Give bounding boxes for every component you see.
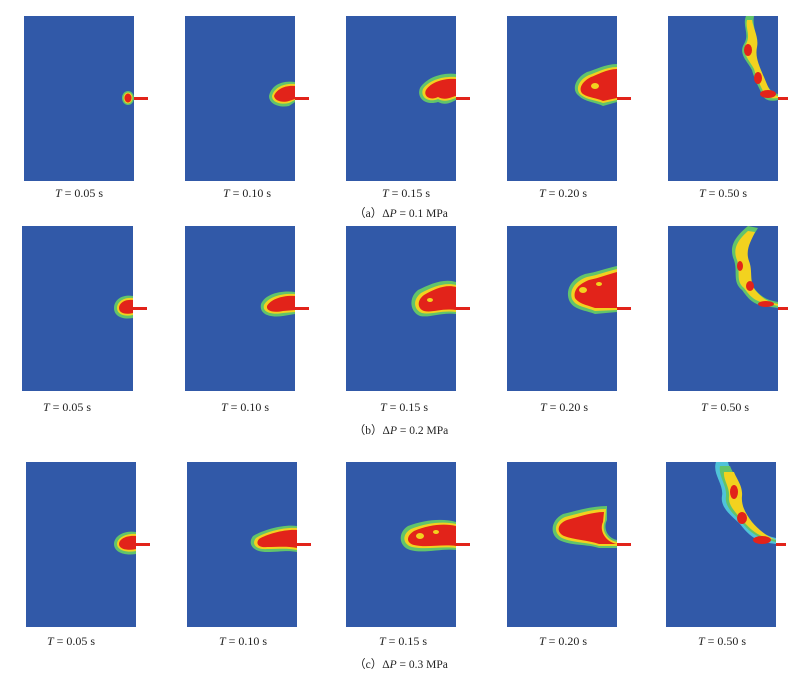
time-label: T = 0.05 s [42, 400, 92, 414]
plume-shape [114, 295, 133, 319]
plume-shape [114, 531, 136, 555]
row-caption: （c）ΔP = 0.3 MPa [354, 659, 448, 671]
panel-a-5 [668, 16, 778, 181]
nozzle-jet [297, 543, 311, 546]
plume-shape [122, 91, 134, 105]
nozzle-jet [617, 97, 631, 100]
plume-shape [731, 226, 778, 308]
panel-a-2 [185, 16, 295, 181]
time-label: T = 0.20 s [538, 186, 588, 200]
plume-shape [742, 16, 778, 101]
plume-shape [411, 280, 456, 317]
nozzle-jet [456, 543, 470, 546]
panel-c-5 [666, 462, 776, 627]
time-label: T = 0.50 s [697, 634, 747, 648]
time-label: T = 0.10 s [222, 186, 272, 200]
time-label: T = 0.20 s [538, 634, 588, 648]
plume-shape [419, 73, 456, 104]
nozzle-jet [134, 97, 148, 100]
panel-b-4 [507, 226, 617, 391]
time-label: T = 0.05 s [54, 186, 104, 200]
time-label: T = 0.15 s [381, 186, 431, 200]
panel-c-2 [187, 462, 297, 627]
panel-b-2 [185, 226, 295, 391]
nozzle-jet [778, 97, 788, 100]
row-caption: （a）ΔP = 0.1 MPa [354, 208, 448, 220]
nozzle-jet [295, 97, 309, 100]
nozzle-jet [776, 543, 786, 546]
nozzle-jet [617, 543, 631, 546]
nozzle-jet [136, 543, 150, 546]
nozzle-jet [133, 307, 147, 310]
plume-shape [250, 525, 297, 552]
panel-c-4 [507, 462, 617, 627]
row-caption: （b）ΔP = 0.2 MPa [353, 425, 449, 437]
time-label: T = 0.10 s [220, 400, 270, 414]
plume-shape [400, 519, 456, 552]
time-label: T = 0.10 s [218, 634, 268, 648]
time-label: T = 0.50 s [698, 186, 748, 200]
time-label: T = 0.15 s [378, 634, 428, 648]
nozzle-jet [456, 307, 470, 310]
panel-c-3 [346, 462, 456, 627]
panel-b-5 [668, 226, 778, 391]
panel-b-3 [346, 226, 456, 391]
panel-a-1 [24, 16, 134, 181]
plume-shape [574, 64, 617, 106]
time-label: T = 0.50 s [700, 400, 750, 414]
nozzle-jet [778, 307, 788, 310]
time-label: T = 0.20 s [539, 400, 589, 414]
plume-shape [260, 291, 295, 317]
time-label: T = 0.15 s [379, 400, 429, 414]
nozzle-jet [617, 307, 631, 310]
panel-a-3 [346, 16, 456, 181]
time-label: T = 0.05 s [46, 634, 96, 648]
plume-shape [715, 462, 776, 544]
plume-shape [552, 506, 617, 548]
panel-a-4 [507, 16, 617, 181]
plume-shape [269, 81, 295, 107]
plume-shape [567, 266, 617, 314]
nozzle-jet [456, 97, 470, 100]
nozzle-jet [295, 307, 309, 310]
panel-b-1 [22, 226, 133, 391]
panel-c-1 [26, 462, 136, 627]
